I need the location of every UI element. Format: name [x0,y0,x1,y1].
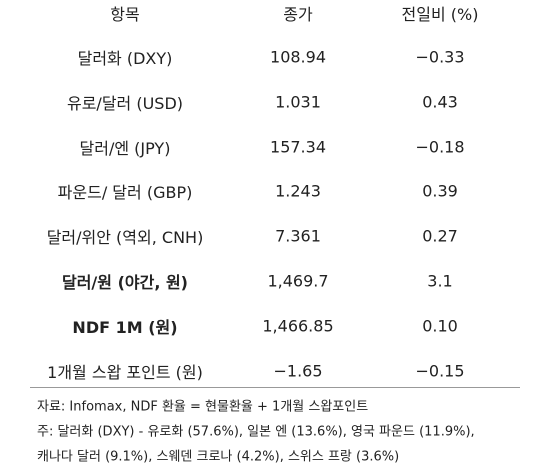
table-cell: 0.39 [422,181,458,201]
table-cell: 유로/달러 (USD) [66,93,184,113]
table-cell: 달러/위안 (역외, CNH) [46,228,204,248]
table-cell: −0.33 [415,47,465,67]
separator [30,387,520,388]
table-cell: −0.15 [415,361,465,381]
table-cell: 3.1 [427,271,453,291]
table-cell: −0.18 [415,137,465,157]
note-line: 주: 달러화 (DXY) - 유로화 (57.6%), 일본 엔 (13.6%)… [37,424,475,440]
header-cell: 종가 [283,5,313,24]
table-cell: 달러화 (DXY) [77,49,173,68]
table-cell: 1,466.85 [262,316,334,336]
table-cell: 1개월 스왑 포인트 (원) [47,362,203,382]
table-cell: 7.361 [275,226,321,246]
table-cell: 파운드/ 달러 (GBP) [57,183,193,203]
table-cell: 달러/원 (야간, 원) [61,273,189,292]
header-cell: 전일비 (%) [401,5,479,24]
table-cell: 0.10 [422,316,458,336]
note-line: 캐나다 달러 (9.1%), 스웨덴 크로나 (4.2%), 스위스 프랑 (3… [37,449,400,465]
table-cell: 0.43 [422,92,458,112]
table-cell: 157.34 [270,137,326,157]
table-cell: NDF 1M (원) [72,317,178,337]
table-cell: 1.243 [275,181,321,201]
table-cell: 1.031 [275,92,321,112]
header-cell: 항목 [110,5,140,24]
table-cell: 108.94 [270,47,326,67]
table-cell: −1.65 [273,361,323,381]
table-cell: 달러/엔 (JPY) [79,138,171,158]
note-line: 자료: Infomax, NDF 환율 = 현물환율 + 1개월 스왑포인트 [37,399,369,415]
table-cell: 0.27 [422,226,458,246]
table-cell: 1,469.7 [267,271,329,291]
